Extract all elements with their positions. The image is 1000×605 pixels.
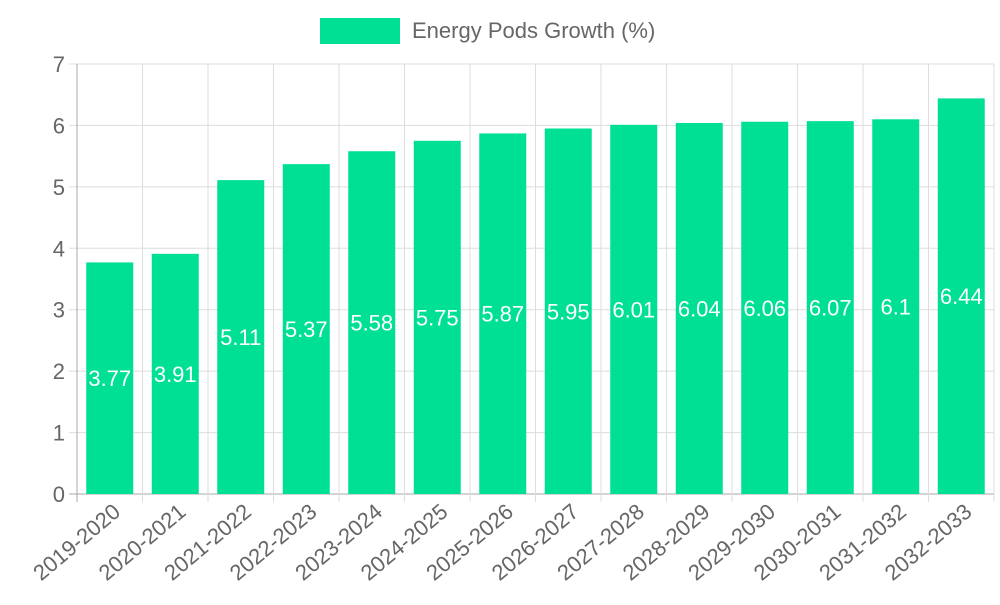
- y-tick-label: 1: [53, 421, 65, 446]
- bar[interactable]: [217, 180, 265, 494]
- bar-value-label: 3.91: [154, 362, 197, 387]
- bar-value-label: 5.75: [416, 305, 459, 330]
- y-tick-label: 3: [53, 298, 65, 323]
- y-tick-label: 4: [53, 236, 65, 261]
- bar[interactable]: [675, 122, 723, 494]
- y-tick-label: 2: [53, 359, 65, 384]
- bar[interactable]: [741, 121, 789, 494]
- y-tick-label: 6: [53, 113, 65, 138]
- bar-value-label: 6.1: [880, 295, 911, 320]
- bar[interactable]: [544, 128, 592, 495]
- bar[interactable]: [413, 140, 461, 495]
- bar-value-label: 5.37: [285, 317, 328, 342]
- bar[interactable]: [479, 133, 527, 494]
- bar-value-label: 5.58: [350, 311, 393, 336]
- bar-value-label: 6.06: [743, 296, 786, 321]
- bar-value-label: 3.77: [88, 366, 131, 391]
- bar[interactable]: [806, 121, 854, 494]
- bar[interactable]: [937, 98, 985, 495]
- bar-value-label: 6.44: [940, 284, 983, 309]
- bar[interactable]: [610, 124, 658, 495]
- bar-value-label: 6.01: [612, 297, 655, 322]
- bar-value-label: 6.07: [809, 296, 852, 321]
- legend-swatch: [320, 18, 400, 44]
- legend[interactable]: Energy Pods Growth (%): [320, 18, 655, 44]
- bar[interactable]: [872, 119, 920, 495]
- bar[interactable]: [86, 262, 134, 494]
- legend-label: Energy Pods Growth (%): [412, 18, 656, 43]
- bar-value-label: 5.95: [547, 299, 590, 324]
- bar[interactable]: [151, 253, 199, 494]
- y-tick-label: 7: [53, 52, 65, 77]
- bar-value-label: 6.04: [678, 296, 721, 321]
- bar-value-label: 5.11: [220, 325, 261, 350]
- bar[interactable]: [348, 151, 396, 494]
- y-tick-label: 0: [53, 482, 65, 507]
- bar-value-label: 5.87: [481, 302, 524, 327]
- y-tick-label: 5: [53, 175, 65, 200]
- bar[interactable]: [282, 164, 330, 494]
